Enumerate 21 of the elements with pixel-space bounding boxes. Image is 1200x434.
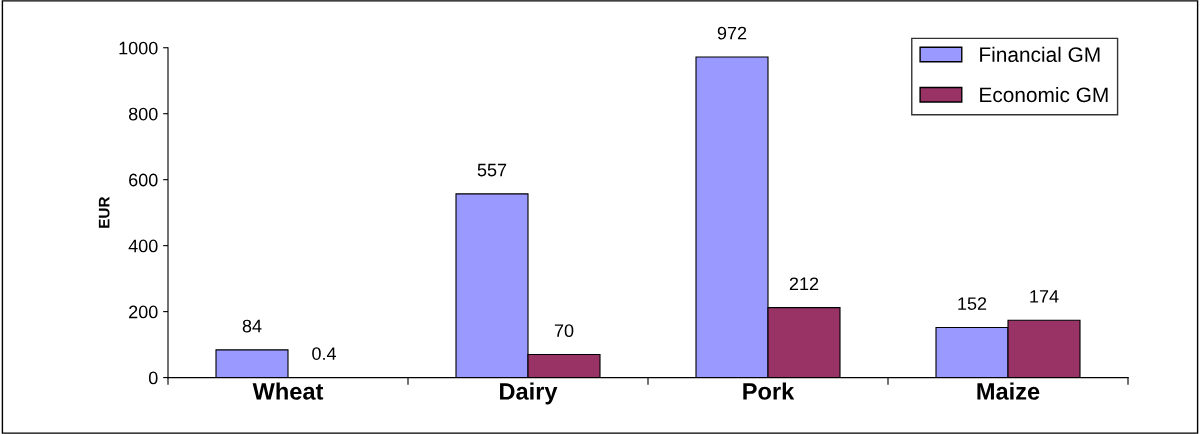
legend-label: Economic GM — [980, 86, 1108, 103]
y-tick-label: 200 — [129, 305, 158, 319]
data-label: 70 — [554, 324, 574, 338]
y-tick-label: 600 — [129, 173, 158, 187]
data-label: 557 — [477, 163, 507, 177]
data-label: 0.4 — [312, 347, 337, 360]
y-tick-label: 400 — [128, 239, 158, 253]
y-tick-label: 0 — [148, 371, 158, 385]
x-tick-label: Wheat — [252, 382, 324, 400]
data-label: 84 — [242, 319, 262, 333]
y-tick-label: 1000 — [119, 41, 158, 55]
data-label: 972 — [717, 26, 747, 40]
y-tick-label: 800 — [128, 107, 158, 121]
legend-label: Financial GM — [980, 46, 1100, 62]
x-tick-label: Maize — [977, 382, 1040, 400]
y-axis-title: EUR — [98, 196, 110, 228]
data-label: 174 — [1030, 290, 1059, 303]
data-label: 152 — [958, 297, 987, 310]
data-label: 212 — [789, 277, 819, 291]
x-tick-label: Dairy — [500, 382, 558, 405]
x-tick-label: Pork — [743, 382, 795, 400]
